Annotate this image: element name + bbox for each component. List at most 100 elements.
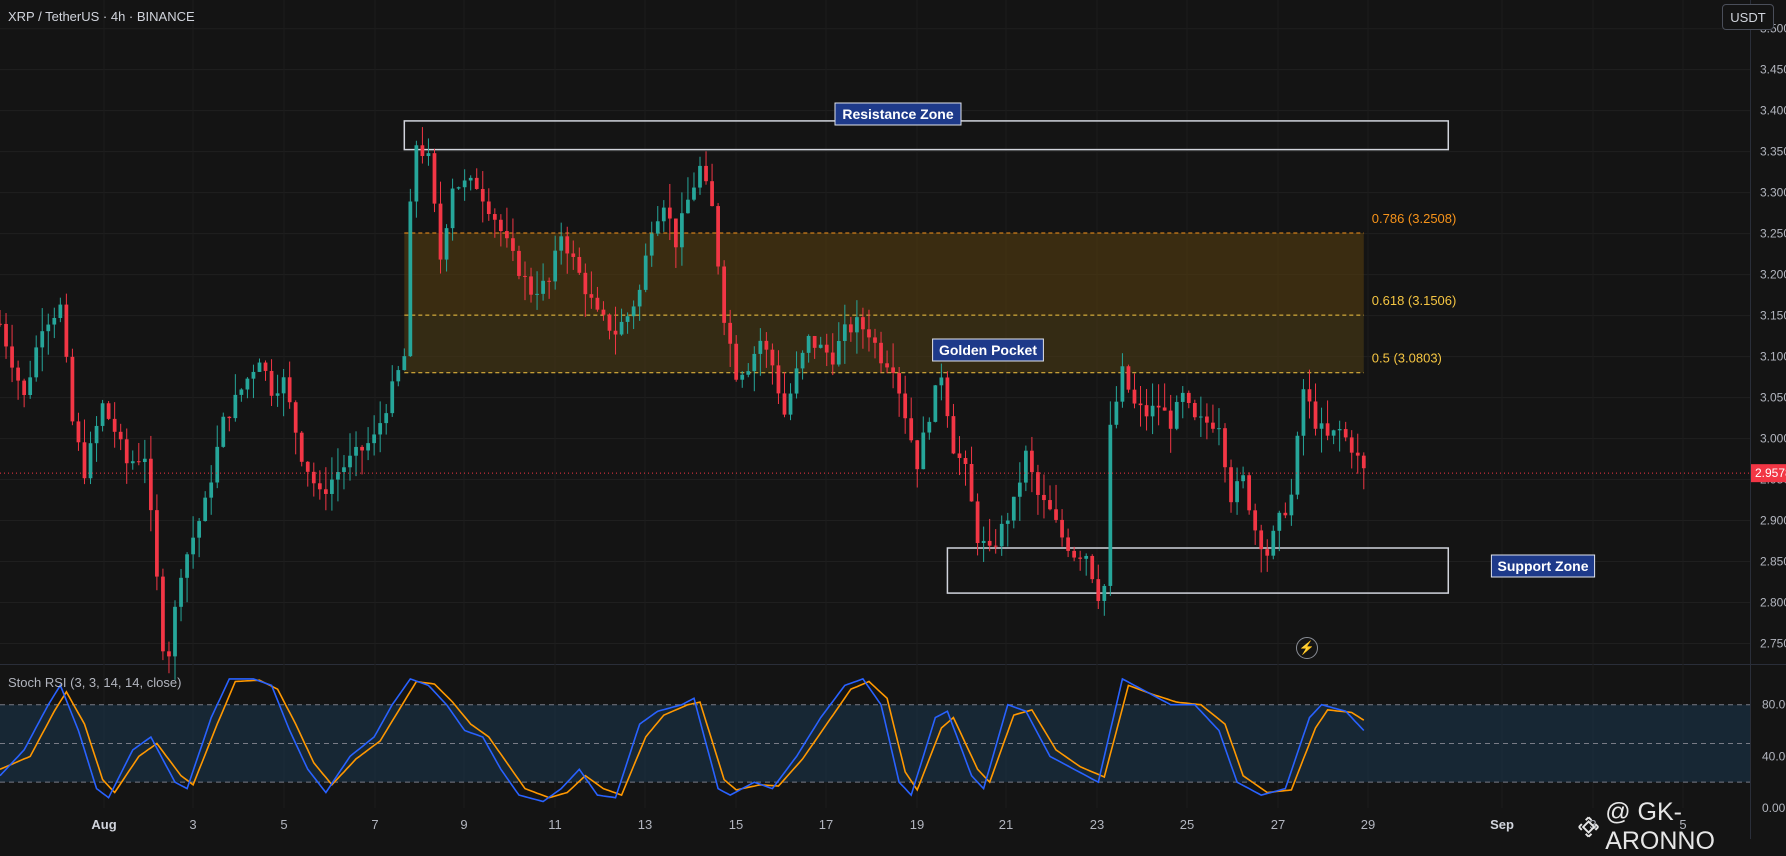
candle-body <box>505 231 509 239</box>
candle-body <box>680 213 684 248</box>
time-tick-label: 29 <box>1361 817 1375 832</box>
candle-body <box>420 145 425 157</box>
currency-button[interactable]: USDT <box>1722 4 1774 30</box>
candle-body <box>782 393 787 415</box>
candle-body <box>842 324 847 342</box>
candle-body <box>836 341 841 365</box>
candle-body <box>1319 423 1324 429</box>
candle-body <box>239 389 244 395</box>
candle-body <box>263 362 268 371</box>
time-tick-label: 9 <box>460 817 467 832</box>
candle-body <box>1005 520 1010 524</box>
candle-body <box>1192 403 1197 418</box>
last-price-tag <box>1751 464 1786 483</box>
time-tick-label: 15 <box>729 817 743 832</box>
candle-body <box>1211 422 1215 429</box>
candle-body <box>432 153 437 204</box>
candle-body <box>776 365 781 394</box>
candle-body <box>408 201 413 357</box>
candle-body <box>921 432 926 470</box>
candle-body <box>619 321 624 335</box>
candle-body <box>553 250 558 282</box>
candle-body <box>746 371 751 375</box>
candle-body <box>76 421 81 443</box>
stoch-d-line <box>0 679 1365 799</box>
candle-body <box>655 221 660 234</box>
candle-body <box>40 331 45 348</box>
candle-body <box>987 540 992 546</box>
candle-body <box>474 177 479 189</box>
candle-body <box>891 367 895 373</box>
candle-body <box>631 306 636 317</box>
price-tick-label: 2.8500 <box>1760 555 1786 569</box>
candle-body <box>227 416 232 419</box>
price-tick-label: 3.1500 <box>1760 309 1786 323</box>
candle-body <box>112 418 117 432</box>
lightning-icon[interactable]: ⚡ <box>1296 637 1318 659</box>
candle-body <box>4 323 8 347</box>
time-tick-label: 3 <box>1589 817 1596 832</box>
candle-body <box>1259 530 1264 550</box>
candle-body <box>999 523 1004 547</box>
candle-body <box>191 537 195 555</box>
candle-body <box>1156 405 1161 408</box>
candle-body <box>1325 423 1330 436</box>
candle-body <box>342 467 346 473</box>
candle-body <box>933 385 938 422</box>
candle-body <box>52 317 57 325</box>
golden-pocket-label-box[interactable] <box>932 338 1044 362</box>
candle-body <box>317 483 322 490</box>
candle-body <box>1241 475 1245 482</box>
candle-body <box>492 214 497 220</box>
candle-body <box>293 402 298 433</box>
candle-body <box>203 497 208 522</box>
candle-body <box>215 446 220 483</box>
candle-body <box>1361 455 1366 469</box>
candle-body <box>269 370 274 396</box>
resistance-zone-label-box[interactable] <box>834 102 962 126</box>
candle-body <box>927 421 932 433</box>
candle-body <box>673 218 678 248</box>
candle-body <box>523 275 527 277</box>
candle-body <box>861 317 865 330</box>
candle-body <box>155 510 159 577</box>
support-zone-label-box[interactable] <box>1490 554 1596 578</box>
candle-body <box>1265 549 1270 556</box>
candle-body <box>589 294 594 298</box>
watermark: @ GK-ARONNO <box>1576 798 1786 856</box>
candle-body <box>64 304 69 357</box>
resistance-zone-label: Resistance Zone <box>842 106 953 122</box>
candle-body <box>185 554 189 578</box>
candle-body <box>649 233 654 256</box>
candle-body <box>824 344 829 353</box>
candle-body <box>360 446 364 451</box>
candle-body <box>704 165 708 182</box>
stoch-rsi-title: Stoch RSI (3, 3, 14, 14, close) <box>8 675 182 690</box>
candle-body <box>257 362 262 372</box>
candle-body <box>607 314 612 331</box>
candle-body <box>1337 429 1342 431</box>
time-tick-label: 19 <box>910 817 924 832</box>
candle-body <box>1011 496 1016 521</box>
candle-body <box>366 443 370 451</box>
candle-body <box>46 324 51 332</box>
candle-body <box>963 458 968 464</box>
time-tick-label: 23 <box>1090 817 1104 832</box>
price-tick-label: 3.2000 <box>1760 268 1786 282</box>
candle-body <box>740 374 745 380</box>
candle-body <box>517 250 521 276</box>
candle-body <box>667 207 672 219</box>
candle-body <box>1048 500 1052 510</box>
candle-body <box>1023 450 1028 483</box>
candle-body <box>305 461 310 472</box>
candle-body <box>897 372 902 394</box>
candle-body <box>173 606 177 657</box>
candle-body <box>686 199 690 214</box>
support-zone-box[interactable] <box>946 547 1450 594</box>
candle-body <box>879 342 883 364</box>
price-tick-label: 3.4500 <box>1760 63 1786 77</box>
price-tick-label: 3.2500 <box>1760 227 1786 241</box>
candle-body <box>529 276 533 295</box>
stoch-tick-label: 0.00 <box>1762 801 1786 815</box>
